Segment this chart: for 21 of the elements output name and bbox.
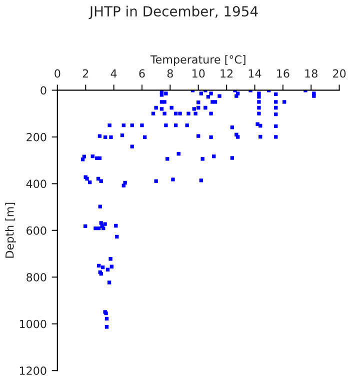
chart-title: JHTP in December, 1954 (88, 6, 258, 20)
x-tick-label: 2 (82, 69, 88, 78)
x-tick-label: 4 (110, 69, 117, 78)
y-tick-label: 600 (26, 226, 46, 235)
y-tick-label: 400 (26, 180, 46, 188)
x-tick-label: 12 (220, 69, 233, 78)
x-tick-label: 6 (139, 69, 145, 78)
x-tick-label: 16 (277, 69, 290, 78)
y-tick-label: 0 (40, 86, 46, 95)
x-tick-label: 14 (248, 69, 262, 78)
x-tick-label: 10 (192, 69, 205, 78)
x-tick-label: 18 (305, 69, 318, 78)
y-tick-label: 800 (26, 273, 46, 282)
y-axis-title: Depth [m] (5, 202, 16, 258)
x-tick-label: 8 (167, 69, 173, 78)
y-tick-label: 1200 (20, 366, 46, 375)
x-axis-title: Temperature [°C] (150, 55, 246, 66)
y-tick-label: 200 (26, 132, 46, 142)
y-tick-label: 1000 (20, 320, 46, 328)
x-tick-label: 0 (54, 69, 60, 78)
x-tick-label: 20 (333, 69, 346, 78)
